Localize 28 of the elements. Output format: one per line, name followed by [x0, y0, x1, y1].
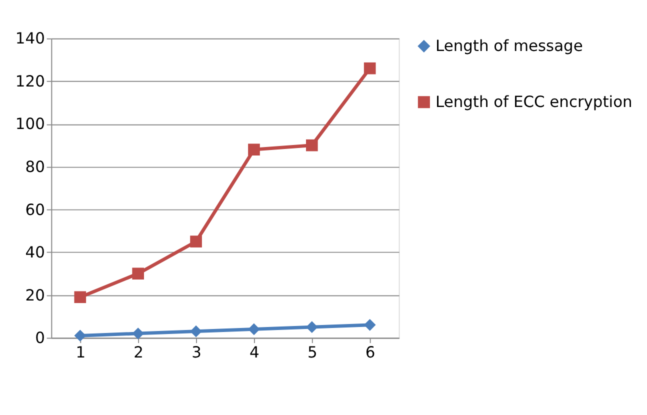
point: [132, 328, 144, 340]
point: [364, 319, 376, 331]
y-tick-label: 120: [15, 72, 45, 90]
point: [364, 62, 376, 74]
y-tick-label: 140: [15, 30, 45, 48]
y-tick-label: 40: [25, 244, 45, 262]
point: [190, 325, 202, 338]
x-tick-label: 4: [250, 344, 260, 362]
y-tick-label: 80: [25, 158, 45, 176]
legend-label: Length of message: [436, 36, 583, 55]
point: [306, 139, 318, 152]
point: [132, 268, 144, 280]
x-tick-label: 6: [365, 344, 376, 362]
y-tick-label: 20: [25, 286, 45, 304]
y-tick-label: 100: [15, 115, 45, 134]
y-tick-label: 60: [25, 200, 45, 219]
point: [74, 330, 86, 342]
point: [74, 291, 86, 304]
x-tick-label: 1: [76, 344, 86, 362]
point: [190, 236, 202, 248]
legend-label: Length of ECC encryption: [436, 92, 632, 111]
x-tick-label: 2: [134, 344, 144, 362]
point: [248, 323, 260, 336]
x-tick-label: 5: [307, 344, 318, 362]
point: [306, 321, 318, 333]
point: [248, 144, 260, 156]
x-tick-label: 3: [192, 344, 202, 362]
y-tick-label: 0: [35, 329, 45, 348]
